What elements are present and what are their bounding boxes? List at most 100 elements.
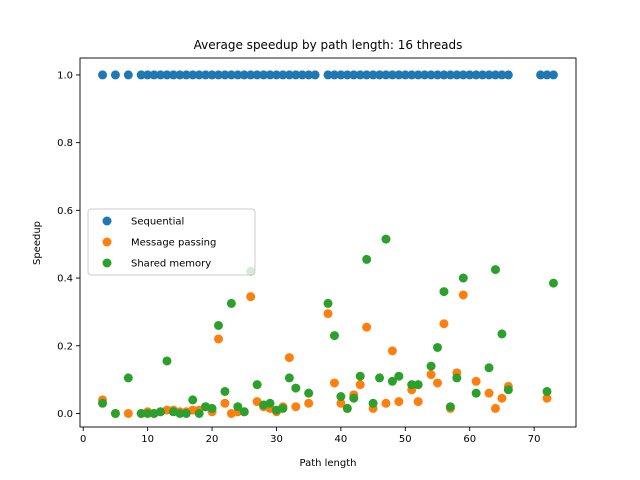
data-point	[548, 278, 558, 288]
data-point	[355, 70, 365, 80]
data-point	[375, 373, 385, 383]
data-point	[252, 70, 262, 80]
data-point	[342, 70, 352, 80]
data-point	[336, 392, 346, 402]
y-tick-label: 1.0	[57, 70, 73, 81]
data-point	[439, 319, 449, 329]
data-point	[143, 70, 153, 80]
data-point	[201, 70, 211, 80]
data-point	[291, 383, 301, 393]
data-point	[123, 373, 133, 383]
data-point	[98, 398, 108, 408]
data-point	[233, 402, 243, 412]
data-point	[162, 70, 172, 80]
data-point	[381, 234, 391, 244]
data-point	[355, 371, 365, 381]
data-point	[368, 398, 378, 408]
data-point	[304, 398, 314, 408]
data-point	[407, 380, 417, 390]
data-point	[259, 70, 269, 80]
data-point	[329, 378, 339, 388]
x-tick-label: 70	[528, 434, 541, 445]
y-tick-label: 0.2	[57, 341, 73, 352]
data-point	[426, 70, 436, 80]
data-point	[400, 70, 410, 80]
data-point	[220, 398, 230, 408]
data-point	[123, 408, 133, 418]
y-tick-label: 0.0	[57, 409, 73, 420]
data-point	[484, 363, 494, 373]
data-point	[213, 320, 223, 330]
data-point	[168, 70, 178, 80]
data-point	[207, 70, 217, 80]
data-point	[471, 376, 481, 386]
data-point	[156, 70, 166, 80]
data-point	[420, 70, 430, 80]
data-point	[239, 70, 249, 80]
data-point	[503, 70, 513, 80]
data-point	[175, 70, 185, 80]
data-point	[362, 254, 372, 264]
data-point	[98, 70, 108, 80]
data-point	[220, 386, 230, 396]
data-point	[156, 407, 166, 417]
legend-marker	[102, 237, 112, 247]
y-tick-label: 0.4	[57, 274, 73, 285]
data-point	[362, 70, 372, 80]
data-point	[278, 403, 288, 413]
data-point	[542, 386, 552, 396]
data-point	[284, 70, 294, 80]
data-point	[387, 346, 397, 356]
data-point	[433, 342, 443, 352]
data-point	[362, 322, 372, 332]
data-point	[297, 70, 307, 80]
data-point	[194, 408, 204, 418]
data-point	[394, 70, 404, 80]
data-point	[181, 70, 191, 80]
data-point	[542, 70, 552, 80]
data-point	[387, 376, 397, 386]
data-point	[445, 70, 455, 80]
x-tick-label: 50	[399, 434, 412, 445]
data-point	[484, 388, 494, 398]
data-point	[394, 397, 404, 407]
data-point	[433, 70, 443, 80]
legend-box	[87, 208, 256, 276]
x-tick-label: 0	[80, 434, 86, 445]
data-point	[284, 353, 294, 363]
data-point	[452, 373, 462, 383]
data-point	[497, 329, 507, 339]
data-point	[246, 292, 256, 302]
data-point	[368, 70, 378, 80]
data-point	[323, 298, 333, 308]
y-tick-label: 0.6	[57, 206, 73, 217]
data-point	[342, 403, 352, 413]
data-point	[310, 70, 320, 80]
data-point	[323, 309, 333, 319]
data-point	[413, 70, 423, 80]
data-point	[413, 397, 423, 407]
data-point	[329, 70, 339, 80]
data-point	[271, 70, 281, 80]
data-point	[426, 370, 436, 380]
data-point	[536, 70, 546, 80]
data-point	[188, 70, 198, 80]
chart-title: Average speedup by path length: 16 threa…	[194, 38, 463, 52]
x-tick-label: 30	[270, 434, 283, 445]
data-point	[136, 70, 146, 80]
data-point	[375, 70, 385, 80]
data-point	[110, 70, 120, 80]
data-points	[98, 70, 558, 418]
data-point	[304, 388, 314, 398]
data-point	[465, 70, 475, 80]
data-point	[349, 393, 359, 403]
data-point	[445, 402, 455, 412]
data-point	[246, 70, 256, 80]
data-point	[394, 371, 404, 381]
data-point	[387, 70, 397, 80]
data-point	[381, 70, 391, 80]
data-point	[458, 70, 468, 80]
data-point	[503, 385, 513, 395]
data-point	[471, 70, 481, 80]
data-point	[213, 70, 223, 80]
